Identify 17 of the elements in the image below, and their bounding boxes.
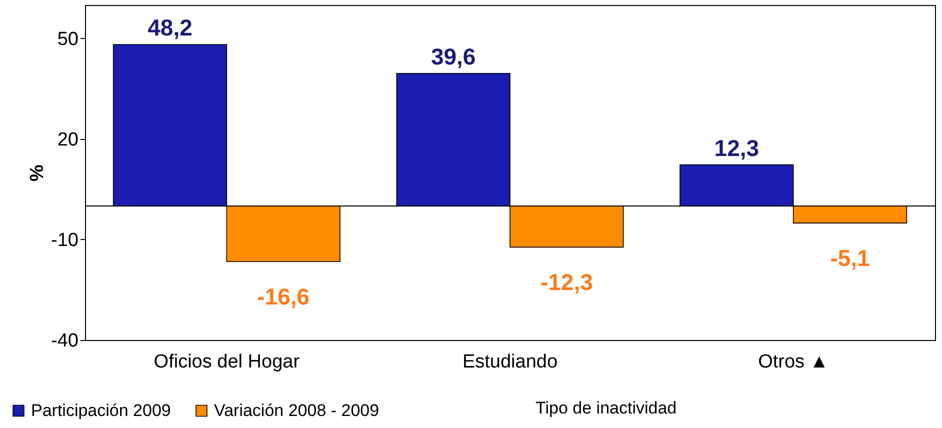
data-label: -16,6 — [257, 284, 310, 310]
y-tick-label: -40 — [51, 330, 78, 352]
data-label: -5,1 — [830, 245, 870, 272]
legend-label: Participación 2009 — [31, 400, 171, 420]
y-tick-label: 20 — [57, 130, 78, 150]
data-label: -12,3 — [540, 269, 593, 296]
legend-label: Variación 2008 - 2009 — [214, 400, 380, 420]
data-label: 39,6 — [430, 43, 476, 70]
y-tick-label: 50 — [57, 29, 78, 50]
data-label: 48,2 — [148, 14, 192, 41]
x-tick-label: Oficios del Hogar — [154, 352, 300, 372]
x-tick-label: Estudiando — [462, 352, 558, 372]
x-tick-label: Otros ▲ — [758, 352, 829, 372]
data-label: 12,3 — [714, 134, 760, 161]
y-axis-title: % — [27, 164, 48, 182]
x-axis-title: Tipo de inactividad — [536, 398, 677, 418]
y-tick-label: -10 — [51, 230, 78, 251]
